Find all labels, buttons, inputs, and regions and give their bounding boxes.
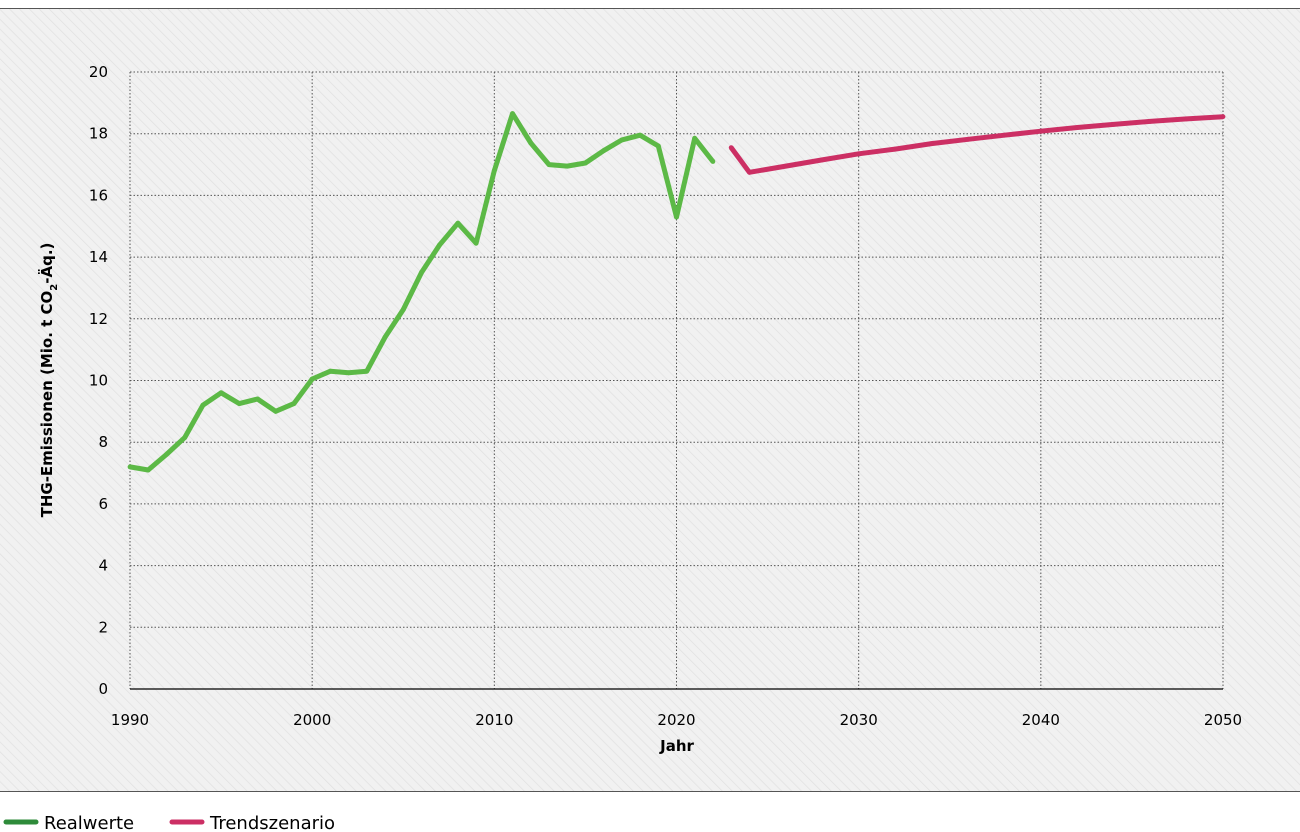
y-axis-title-main: THG-Emissionen (Mio. t CO (38, 291, 56, 518)
y-axis-title-tail: -Äq.) (37, 243, 56, 284)
y-tick-label: 20 (89, 63, 108, 81)
x-tick-label: 2020 (657, 711, 695, 729)
x-tick-labels: 1990 2000 2010 2020 2030 2040 2050 (111, 711, 1242, 729)
data-point-trendszenario (1147, 119, 1153, 124)
data-point-realwerte (273, 408, 279, 414)
data-point-realwerte (200, 402, 206, 408)
data-point-trendszenario (819, 157, 825, 163)
x-tick-label: 2050 (1204, 711, 1242, 729)
data-point-realwerte (400, 307, 406, 312)
y-tick-label: 12 (89, 310, 108, 328)
y-tick-label: 2 (98, 618, 108, 636)
data-point-realwerte (455, 220, 461, 226)
y-axis-title: THG-Emissionen (Mio. t CO2-Äq.) (37, 243, 60, 518)
legend-label-trendszenario: Trendszenario (209, 813, 335, 832)
data-point-realwerte (491, 168, 497, 174)
y-tick-label: 10 (89, 372, 108, 390)
x-axis-title: Jahr (659, 737, 694, 755)
x-tick-label: 1990 (111, 711, 149, 729)
y-tick-labels: 0 2 4 6 8 10 12 14 16 18 20 (89, 63, 108, 698)
data-point-trendszenario (1220, 114, 1226, 120)
data-point-realwerte (182, 435, 188, 440)
data-point-realwerte (674, 214, 679, 220)
data-point-realwerte (236, 401, 242, 406)
data-point-realwerte (601, 148, 606, 154)
data-point-realwerte (692, 135, 698, 141)
legend: Realwerte Trendszenario (3, 813, 335, 832)
y-tick-label: 14 (89, 248, 108, 266)
data-point-realwerte (546, 162, 552, 168)
x-tick-label: 2000 (293, 711, 331, 729)
data-point-realwerte (291, 401, 297, 406)
data-point-trendszenario (929, 141, 934, 147)
data-point-trendszenario (1038, 128, 1044, 134)
y-tick-label: 0 (98, 680, 108, 698)
x-tick-label: 2010 (475, 711, 513, 729)
data-point-realwerte (164, 452, 169, 457)
data-point-trendszenario (1002, 132, 1007, 138)
y-axis-title-subscript: 2 (49, 284, 60, 291)
x-tick-label: 2040 (1022, 711, 1060, 729)
data-point-realwerte (637, 132, 643, 138)
data-point-realwerte (473, 240, 479, 246)
data-point-realwerte (583, 160, 588, 166)
data-point-trendszenario (1111, 122, 1117, 127)
data-point-trendszenario (1074, 125, 1080, 130)
data-point-realwerte (710, 159, 716, 164)
y-tick-label: 6 (98, 495, 108, 513)
data-point-trendszenario (892, 146, 898, 152)
data-point-realwerte (528, 140, 534, 146)
data-point-trendszenario (1184, 116, 1189, 122)
data-point-realwerte (145, 467, 151, 473)
data-point-realwerte (619, 137, 625, 143)
data-point-trendszenario (856, 151, 862, 157)
data-point-realwerte (382, 334, 388, 340)
data-point-realwerte (564, 163, 570, 169)
data-point-realwerte (346, 370, 351, 376)
y-tick-label: 18 (89, 125, 108, 143)
data-point-realwerte (127, 464, 133, 470)
data-point-realwerte (309, 376, 315, 382)
data-point-trendszenario (728, 145, 734, 151)
legend-label-realwerte: Realwerte (44, 813, 134, 832)
data-point-realwerte (218, 390, 224, 396)
data-point-realwerte (510, 111, 515, 116)
data-point-trendszenario (747, 169, 752, 175)
data-point-realwerte (437, 242, 443, 248)
y-tick-label: 16 (89, 186, 108, 204)
data-point-realwerte (364, 368, 370, 374)
x-tick-label: 2030 (840, 711, 878, 729)
data-point-realwerte (655, 143, 661, 149)
series (127, 111, 1226, 473)
data-point-realwerte (328, 368, 333, 374)
y-tick-label: 8 (98, 433, 108, 451)
data-point-trendszenario (965, 136, 971, 142)
data-point-realwerte (255, 396, 260, 402)
data-point-realwerte (419, 270, 424, 275)
data-point-trendszenario (783, 163, 789, 169)
y-tick-label: 4 (98, 557, 108, 575)
